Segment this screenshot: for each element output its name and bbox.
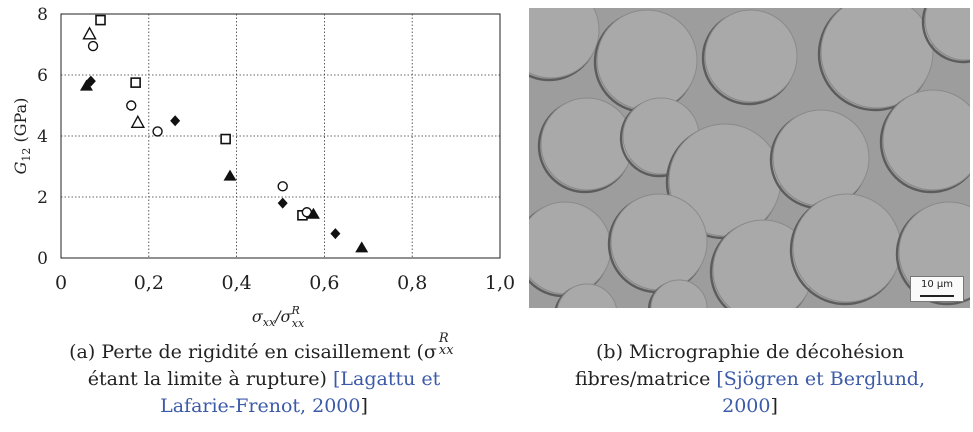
x-tick-label: 0,6 [309, 272, 339, 294]
filled-diamond-marker [277, 197, 288, 209]
plot-frame [60, 13, 501, 259]
caption-b: (b) Micrographie de décohésion fibres/ma… [528, 339, 972, 420]
fiber-section [772, 109, 870, 207]
caption-a-line3: Lafarie-Frenot, 2000] [160, 395, 368, 417]
fiber-section [650, 279, 708, 308]
data-markers [79, 14, 369, 253]
open-circle-marker [152, 126, 163, 137]
fiber-outline [921, 8, 970, 64]
x-tick-label: 1,0 [485, 272, 515, 294]
open-circle-marker [126, 100, 137, 111]
filled-diamond-marker [85, 75, 96, 87]
fiber-section [557, 283, 617, 308]
caption-b-line2: fibres/matrice [Sjögren et Berglund, [574, 368, 926, 390]
fiber-section [610, 193, 708, 291]
citation-link-sjogren[interactable]: [Sjögren et Berglund, [716, 368, 926, 390]
open-square-marker [95, 14, 106, 26]
chart-grid [61, 14, 500, 258]
y-axis-label: G12 (GPa) [11, 98, 33, 175]
scale-bar: 10 µm [910, 276, 964, 302]
fiber-section [792, 193, 902, 303]
citation-link-sjogren-cont[interactable]: 2000 [722, 395, 771, 417]
open-circle-marker [277, 181, 288, 192]
fiber-section [596, 9, 698, 111]
caption-a-line2: étant la limite à rupture) [Lagattu et [87, 368, 441, 390]
fiber-section [704, 9, 798, 103]
filled-triangle-marker [306, 207, 320, 219]
open-square-marker [220, 133, 231, 145]
open-triangle-marker [130, 114, 146, 128]
y-tick-label: 0 [37, 249, 48, 269]
open-circle-marker [87, 40, 99, 52]
fiber-section [882, 89, 970, 191]
x-tick-label: 0,8 [397, 272, 427, 294]
y-tick-label: 6 [37, 66, 48, 86]
citation-link-lagattu[interactable]: [Lagattu et [332, 368, 441, 390]
fiber-section [924, 8, 970, 61]
citation-link-lagattu-cont[interactable]: Lafarie-Frenot, 2000 [160, 395, 361, 417]
fiber-section [540, 97, 634, 191]
x-tick-label: 0,2 [134, 272, 164, 294]
caption-a: (a) Perte de rigidité en cisaillement (σ… [14, 331, 514, 420]
filled-triangle-marker [223, 169, 237, 181]
scale-bar-line [920, 295, 954, 297]
fiber-matrix-micrograph: 10 µm [529, 8, 970, 308]
filled-diamond-marker [170, 115, 181, 127]
open-square-marker [130, 77, 141, 88]
x-axis-label: σxx/σR xx [252, 304, 305, 330]
y-tick-label: 8 [37, 5, 48, 25]
caption-b-line3: 2000] [722, 395, 778, 417]
scale-bar-label: 10 µm [920, 279, 953, 290]
open-triangle-marker [82, 26, 97, 40]
filled-triangle-marker [79, 79, 93, 91]
shear-stiffness-chart: 0 0,2 0,4 0,6 0,8 1,0 0 2 4 6 8 G12 (GPa) σxx/σR x… [11, 5, 515, 330]
micrograph-fibers [529, 8, 970, 308]
fiber-section [820, 8, 934, 109]
caption-a-line1: (a) Perte de rigidité en cisaillement (σ… [69, 331, 454, 363]
x-tick-labels: 0 0,2 0,4 0,6 0,8 1,0 [55, 272, 515, 294]
y-tick-label: 4 [37, 127, 48, 147]
filled-diamond-marker [330, 228, 341, 240]
y-tick-label: 2 [37, 188, 48, 208]
y-tick-labels: 0 2 4 6 8 [37, 5, 48, 269]
caption-b-line1: (b) Micrographie de décohésion [596, 341, 904, 363]
x-tick-label: 0 [55, 272, 67, 294]
x-tick-label: 0,4 [221, 272, 251, 294]
filled-triangle-marker [355, 241, 369, 253]
fiber-section [529, 8, 600, 79]
